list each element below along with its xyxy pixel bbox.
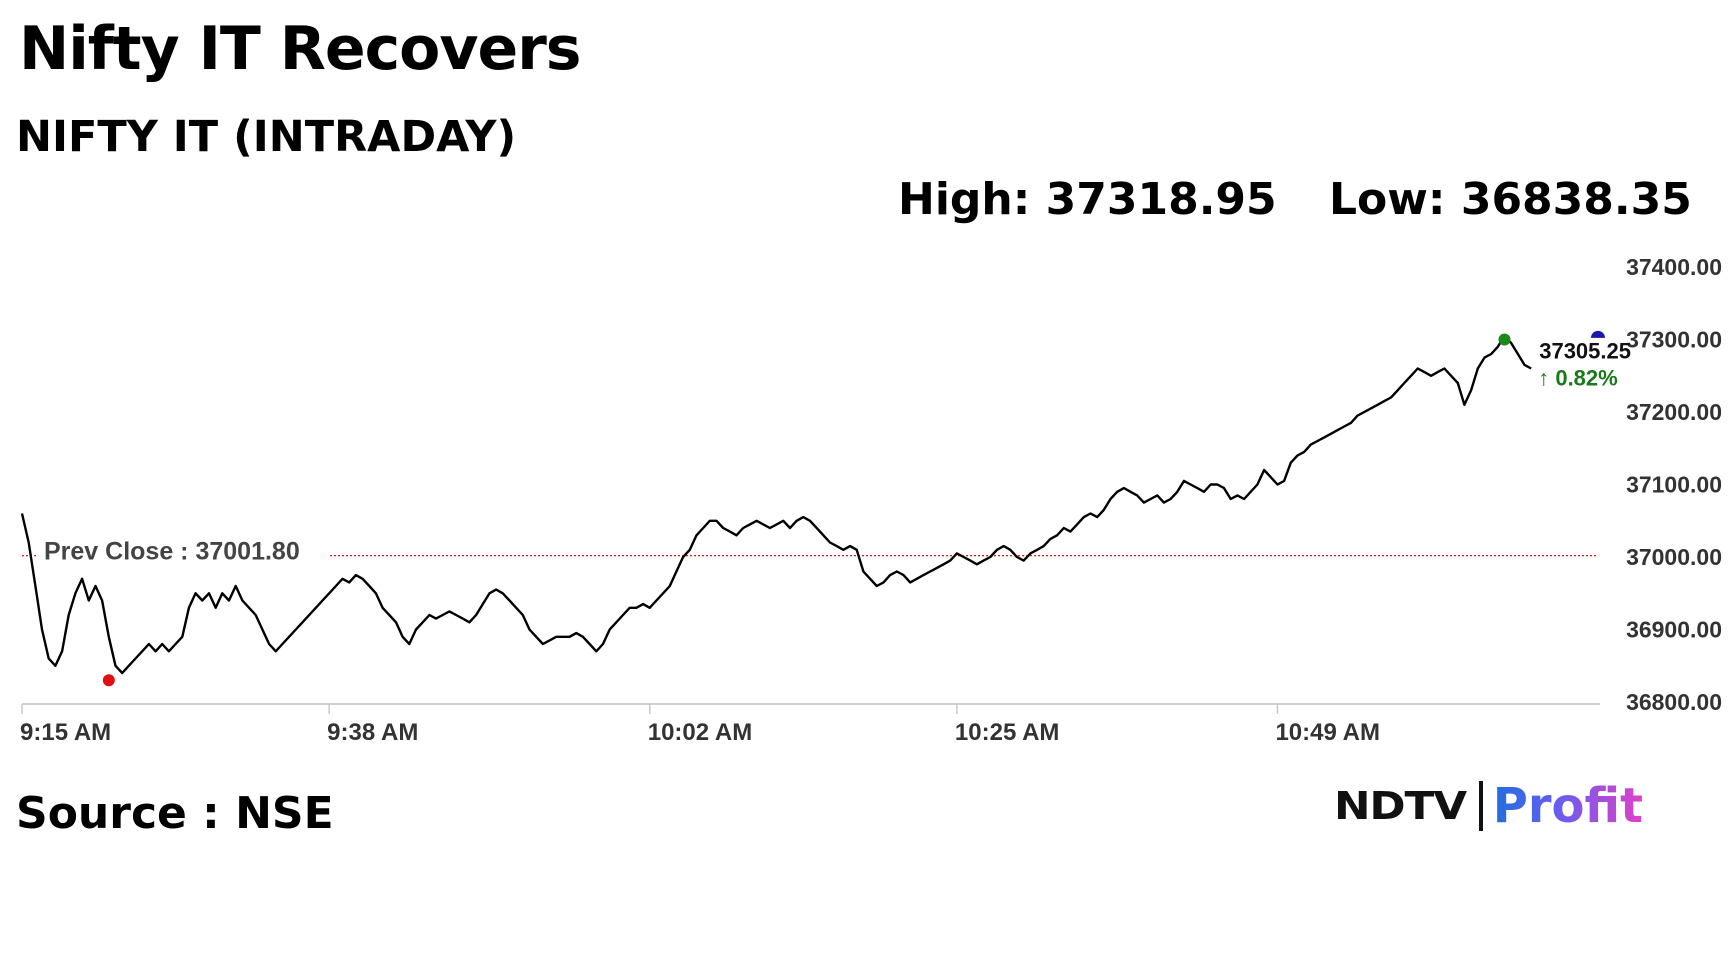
logo-divider <box>1478 781 1483 831</box>
day-low-marker <box>102 674 115 687</box>
x-tick-label: 9:15 AM <box>20 719 111 746</box>
day-high-label: High: 37318.95 <box>898 174 1277 225</box>
ndtv-wordmark: NDTV <box>1334 784 1467 828</box>
x-tick-label: 9:38 AM <box>327 719 418 746</box>
day-low-label: Low: 36838.35 <box>1329 174 1692 225</box>
y-tick-label: 37100.00 <box>1626 472 1722 498</box>
x-tick-label: 10:49 AM <box>1275 719 1379 746</box>
profit-wordmark: Profit <box>1492 778 1644 834</box>
prev-close-label: Prev Close : 37001.80 <box>44 538 300 566</box>
y-tick-label: 37200.00 <box>1626 399 1722 425</box>
ndtv-profit-logo: NDTV Profit <box>1334 776 1643 836</box>
y-tick-label: 36800.00 <box>1626 689 1722 715</box>
x-tick-label: 10:25 AM <box>955 719 1059 746</box>
chart-headline: Nifty IT Recovers <box>19 14 581 84</box>
chart-subtitle: NIFTY IT (INTRADAY) <box>16 112 517 162</box>
current-value-marker <box>1591 330 1605 338</box>
x-tick-label: 10:02 AM <box>648 719 752 746</box>
line-chart: 9:15 AM 9:38 AM 10:02 AM 10:25 AM 10:49 AM 36… <box>20 254 1722 746</box>
y-tick-label: 37400.00 <box>1626 254 1722 280</box>
last-value-label: 37305.25 <box>1539 339 1631 364</box>
y-tick-label: 36900.00 <box>1626 617 1722 643</box>
day-high-marker <box>1498 333 1511 346</box>
price-line <box>20 334 1532 675</box>
source-label: Source : NSE <box>16 788 334 839</box>
y-tick-label: 37300.00 <box>1626 327 1722 353</box>
change-percent-label: ↑ 0.82% <box>1538 366 1618 391</box>
prev-close-label-bg <box>38 535 328 566</box>
y-tick-label: 37000.00 <box>1626 544 1722 570</box>
